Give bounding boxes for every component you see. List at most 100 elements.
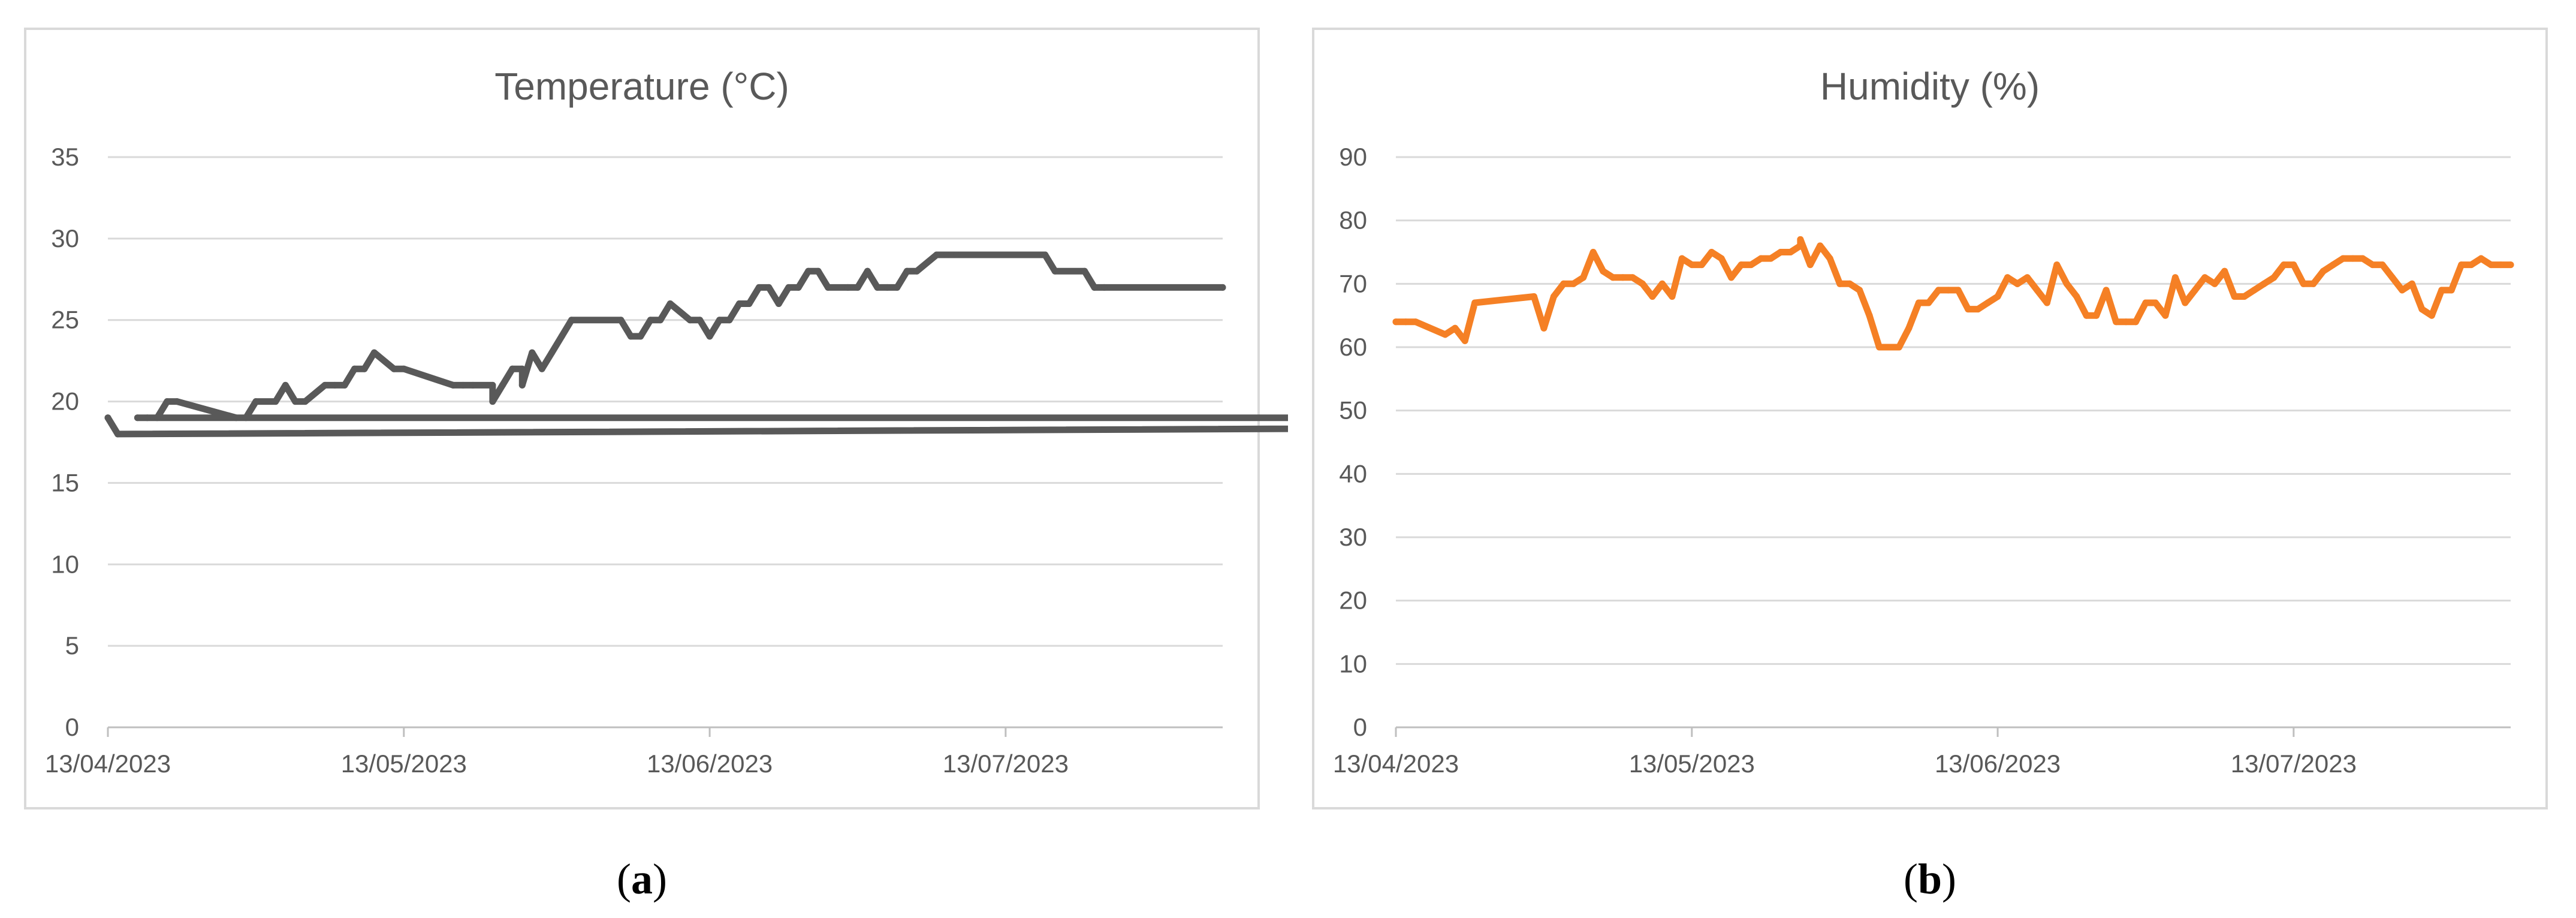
y-tick-label: 60	[1339, 333, 1367, 361]
data-point	[2389, 274, 2396, 281]
data-point	[1935, 287, 1942, 294]
data-point	[805, 267, 812, 275]
data-point	[2162, 312, 2169, 319]
data-point	[1817, 242, 1824, 249]
series-points	[1392, 236, 2514, 351]
data-point	[518, 381, 526, 389]
data-point	[153, 414, 161, 422]
data-point	[509, 365, 516, 372]
data-point	[1678, 255, 1685, 262]
data-point	[2399, 287, 2406, 294]
x-tick-label: 13/06/2023	[1935, 750, 2061, 778]
data-point	[1836, 280, 1844, 287]
data-point	[173, 398, 180, 405]
data-point	[499, 381, 506, 389]
humidity-chart-panel: 0 10 20 30 40 50 60 70 80 90 13/04/2023 13/05/2023 1…	[1288, 0, 2576, 918]
data-point	[795, 284, 802, 291]
data-point	[1530, 293, 1537, 300]
y-tick-label: 20	[1339, 586, 1367, 615]
data-point	[864, 267, 871, 275]
y-tick-label: 10	[51, 550, 79, 578]
data-point	[1081, 267, 1088, 275]
data-point	[1091, 284, 1098, 291]
data-point	[2339, 255, 2346, 262]
series-points	[104, 251, 1226, 438]
data-point	[518, 365, 526, 372]
data-point	[1402, 318, 1409, 326]
data-point	[341, 381, 348, 389]
data-point	[765, 284, 773, 291]
data-point	[844, 284, 851, 291]
data-point	[2201, 274, 2209, 281]
data-point	[903, 267, 910, 275]
data-point	[2211, 280, 2218, 287]
data-point	[489, 398, 496, 405]
y-tick-label: 90	[1339, 143, 1367, 171]
data-point	[1866, 312, 1873, 319]
data-point	[953, 251, 960, 258]
data-point	[2142, 299, 2149, 306]
data-point	[2073, 293, 2080, 300]
data-point	[2034, 287, 2041, 294]
data-point	[815, 267, 822, 275]
data-point	[1589, 249, 1597, 255]
data-point	[726, 317, 733, 324]
data-point	[775, 300, 782, 307]
data-point	[1777, 249, 1784, 255]
y-tick-label: 0	[1353, 713, 1367, 741]
data-point	[736, 300, 743, 307]
data-point	[321, 381, 328, 389]
data-point	[2379, 261, 2386, 269]
data-point	[2497, 261, 2504, 269]
data-point	[2290, 261, 2297, 269]
data-point	[1441, 331, 1449, 338]
data-point	[1452, 324, 1459, 332]
data-point	[1688, 261, 1696, 269]
data-point	[361, 365, 368, 372]
data-point	[1984, 299, 1992, 306]
x-tick-label: 13/07/2023	[943, 750, 1069, 778]
data-point	[1461, 337, 1468, 344]
data-point	[746, 300, 753, 307]
data-point	[637, 333, 644, 340]
x-tick-label: 13/07/2023	[2231, 750, 2357, 778]
data-point	[2171, 274, 2179, 281]
data-point	[282, 381, 289, 389]
data-point	[2330, 261, 2337, 269]
data-point	[2478, 255, 2485, 262]
data-point	[1797, 242, 1804, 249]
data-point	[292, 398, 299, 405]
data-point	[1658, 280, 1666, 287]
data-point	[1580, 274, 1587, 281]
data-point	[2270, 274, 2278, 281]
data-point	[2369, 261, 2376, 269]
panel-caption-letter: a	[631, 855, 653, 903]
data-point	[1787, 249, 1794, 255]
data-point	[1886, 344, 1893, 351]
data-point	[2221, 267, 2228, 275]
data-point	[1915, 299, 1922, 306]
data-point	[1600, 267, 1607, 275]
data-point	[104, 414, 111, 422]
data-point	[272, 398, 279, 405]
data-point	[2408, 280, 2415, 287]
data-point	[2053, 261, 2061, 269]
panel-caption-letter: b	[1918, 855, 1942, 903]
data-point	[1826, 255, 1833, 262]
data-point	[2231, 293, 2238, 300]
data-point	[706, 333, 713, 340]
y-tick-label: 30	[1339, 523, 1367, 551]
data-point	[242, 414, 249, 422]
data-point	[825, 284, 832, 291]
data-point	[2132, 318, 2139, 326]
data-point	[2418, 306, 2426, 313]
data-point	[883, 284, 891, 291]
data-point	[450, 381, 457, 389]
data-point	[2448, 287, 2455, 294]
data-point	[1392, 318, 1399, 326]
data-point	[114, 431, 121, 438]
data-point	[755, 284, 762, 291]
data-point	[874, 284, 881, 291]
data-point	[1471, 299, 1479, 306]
data-point	[1219, 284, 1226, 291]
